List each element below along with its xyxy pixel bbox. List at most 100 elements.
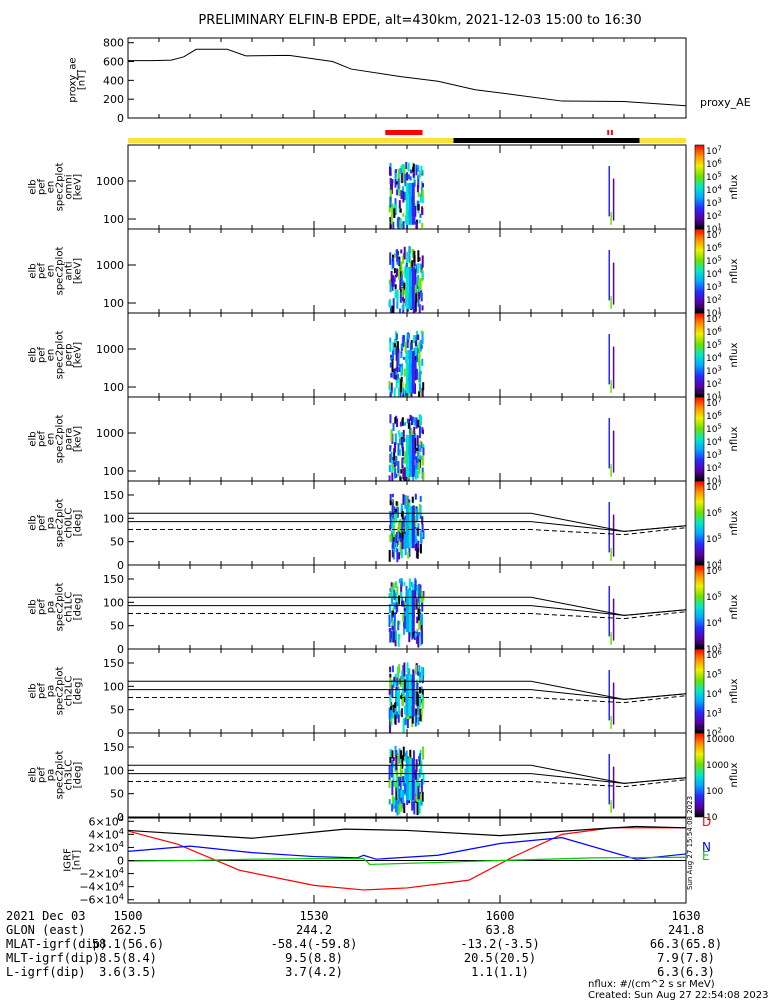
spectrogram-pixel <box>388 205 391 213</box>
spectrogram-pixel <box>396 677 399 687</box>
spectrogram-pixel <box>402 356 405 360</box>
colorbar-tick-label: 105 <box>706 668 722 681</box>
colorbar-tick-label: 106 <box>706 325 722 338</box>
ephemeris-value: 6.3(6.3) <box>657 965 715 979</box>
colorbar-tick-label: 105 <box>706 170 722 183</box>
spectrogram-pixel <box>399 379 402 393</box>
igrf-series-line <box>127 856 687 866</box>
spectrogram-pixel <box>404 495 407 509</box>
spectrogram-pixel <box>416 788 419 796</box>
spectrogram-pixel <box>413 335 416 344</box>
spectrogram-pixel <box>410 392 413 400</box>
legend-label: D <box>702 815 711 829</box>
colorbar-tick-label: 103 <box>706 280 722 293</box>
spectrogram-pixel <box>414 598 417 610</box>
spectrogram-pixel <box>400 750 403 760</box>
colorbar-tick-label: 106 <box>706 409 722 422</box>
spectrogram-pixel <box>395 333 398 340</box>
ephemeris-value: 58.1(56.6) <box>92 937 164 951</box>
spectrogram-pixel <box>398 595 401 605</box>
spectrogram-pixel <box>408 245 411 258</box>
ephemeris-value: 66.3(65.8) <box>650 937 722 951</box>
colorbar-tick-label: 103 <box>706 364 722 377</box>
y-tick-label: 6×104 <box>89 813 124 828</box>
spectrogram-pixel <box>419 455 422 460</box>
spectrogram-pixel <box>391 750 394 759</box>
spectrogram-pixel <box>417 632 420 636</box>
ephemeris-value: 7.9(7.8) <box>657 951 715 965</box>
y-axis-label: spec2plot <box>55 163 66 212</box>
spectrogram-pixel <box>413 180 416 187</box>
spectrogram-pixel <box>406 495 409 507</box>
spectrogram-core <box>411 506 415 549</box>
spectrogram-pixel <box>397 712 400 723</box>
chart-title: PRELIMINARY ELFIN-B EPDE, alt=430km, 202… <box>198 13 641 28</box>
spectrogram-pixel <box>397 674 400 686</box>
spectrogram-pixel <box>415 335 418 347</box>
spectrogram-pixel <box>414 205 417 217</box>
y-tick-label: 50 <box>110 788 124 801</box>
colorbar-title: nflux <box>729 510 740 535</box>
y-axis-label: ch2LC <box>64 676 75 707</box>
spectrogram-pixel <box>402 695 405 706</box>
spectrogram-pixel <box>390 390 393 395</box>
y-tick-label: 1000 <box>96 175 124 188</box>
y-tick-label: −2×104 <box>79 865 124 880</box>
spectrogram-pixel <box>400 547 403 559</box>
spectrogram-pixel <box>422 590 425 597</box>
spectrogram-pixel <box>400 591 403 601</box>
spectrogram-pixel <box>395 473 398 478</box>
spectrogram-pixel <box>389 748 392 758</box>
y-axis-label: pef <box>37 767 48 784</box>
spectrogram-pixel <box>404 470 407 481</box>
spectrogram-pixel <box>412 171 415 178</box>
spectrogram-pixel <box>400 583 403 597</box>
spectrogram-pixel <box>395 379 398 389</box>
spectrogram-pixel <box>417 348 420 354</box>
spectrogram-pixel <box>392 298 395 309</box>
spectrogram-pixel <box>402 334 405 347</box>
colorbar-tick-label: 107 <box>706 228 722 241</box>
spectrogram-pixel <box>417 635 420 648</box>
loss-cone-lower-line <box>128 521 687 532</box>
spectrogram-pixel <box>396 189 399 196</box>
spectrogram-pixel <box>418 365 421 375</box>
spectrogram-pixel <box>404 601 407 608</box>
spectrogram-pixel <box>400 249 403 254</box>
spectrogram-pixel <box>404 289 407 295</box>
colorbar-title: nflux <box>729 258 740 283</box>
spectrogram-pixel <box>404 520 407 533</box>
colorbar-tick-label: 104 <box>706 687 722 700</box>
legend-label: E <box>702 849 710 863</box>
spectrogram-pixel <box>390 451 393 464</box>
colorbar-tick-label: 104 <box>706 267 722 280</box>
spectrogram-pixel <box>414 493 417 500</box>
spectrogram-pixel <box>403 662 406 677</box>
spectrogram-pixel <box>396 800 399 816</box>
spectrogram-pixel <box>417 774 420 786</box>
spectrogram-pixel <box>414 690 417 705</box>
y-axis-label: pef <box>37 263 48 280</box>
spectrogram-pixel <box>420 778 423 792</box>
spectrogram-pixel <box>402 802 405 809</box>
spectrogram-pixel <box>419 686 422 694</box>
spectrogram-pixel <box>411 248 414 256</box>
spectrogram-pixel <box>401 288 404 298</box>
spectrogram-pixel <box>403 246 406 260</box>
spectrogram-pixel <box>610 548 612 561</box>
spectrogram-pixel <box>389 162 392 168</box>
y-tick-label: 100 <box>103 465 124 478</box>
spectrogram-pixel <box>414 448 417 454</box>
anti-loss-cone-line <box>128 527 687 536</box>
spectrogram-pixel <box>392 257 395 269</box>
energy-panel: 1000100elbpefenspec2plotperp[keV]1071061… <box>28 312 740 404</box>
spectrogram-pixel <box>391 203 394 216</box>
spectrogram-pixel <box>407 174 410 180</box>
spectrogram-pixel <box>419 530 422 543</box>
spectrogram-pixel <box>401 670 404 681</box>
spectrogram-pixel <box>398 703 401 715</box>
spectrogram-pixel <box>415 543 418 552</box>
igrf-series-line <box>127 825 687 839</box>
spectrogram-pixel <box>402 746 405 761</box>
colorbar-tick-label: 103 <box>706 707 722 720</box>
